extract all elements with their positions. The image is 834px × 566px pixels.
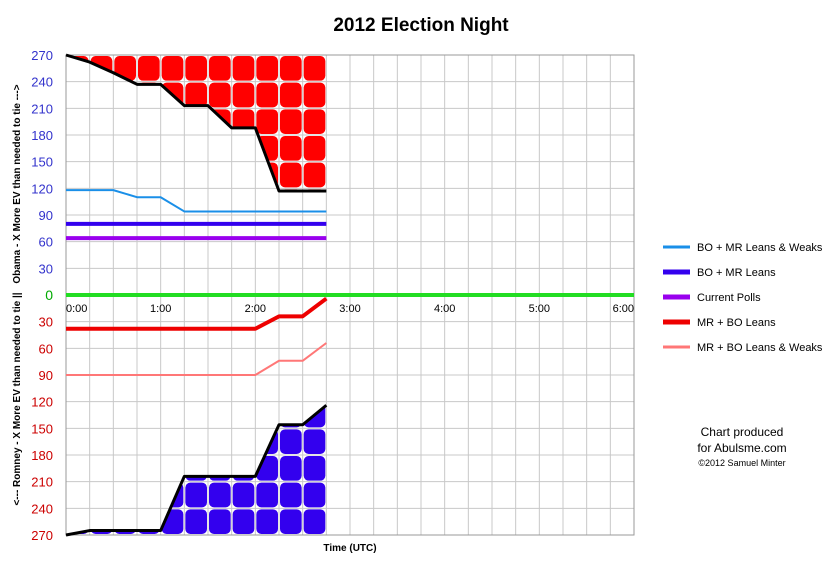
legend-label: MR + BO Leans: [697, 317, 776, 329]
plot-lines: [65, 53, 634, 537]
y-tick-label: 180: [31, 448, 53, 463]
obama-area-fill: [67, 56, 326, 191]
romney-envelope-line: [65, 404, 328, 537]
y-axis-labels: <--- Romney - X More EV than needed to t…: [12, 84, 23, 505]
y-tick-label: 210: [31, 475, 53, 490]
y-tick-label: 90: [39, 368, 53, 383]
x-tick-label: 0:00: [66, 303, 87, 315]
credit-line-3: ©2012 Samuel Minter: [698, 458, 785, 468]
credit-line-1: Chart produced: [701, 425, 784, 439]
y-tick-label: 120: [31, 181, 53, 196]
y-tick-label: 30: [39, 315, 53, 330]
obama-envelope-line: [65, 53, 327, 193]
y-tick-label: 60: [39, 235, 53, 250]
y-axis-label-bottom: <--- Romney - X More EV than needed to t…: [12, 292, 23, 505]
romney-area-fill: [67, 405, 326, 534]
x-tick-label: 4:00: [434, 303, 455, 315]
legend-label: BO + MR Leans: [697, 267, 776, 279]
y-tick-label: 210: [31, 101, 53, 116]
x-tick-label: 6:00: [613, 303, 634, 315]
y-tick-label: 90: [39, 208, 53, 223]
y-axis-label-top: Obama - X More EV than needed to tie ---…: [12, 84, 23, 283]
y-tick-label: 270: [31, 528, 53, 543]
legend: BO + MR Leans & Weaks BO + MR Leans Curren…: [663, 242, 823, 354]
x-tick-label: 2:00: [245, 303, 266, 315]
credit-block: Chart produced for Abulsme.com ©2012 Sam…: [697, 425, 786, 468]
y-tick-label: 240: [31, 501, 53, 516]
series-line-mr-bo-leans-weaks: [66, 342, 327, 376]
axis-tick-labels: 270 240 210 180 150 120 90 60 30 0 30 60 90 120 150 180…: [31, 48, 634, 543]
y-tick-label: 60: [39, 341, 53, 356]
x-tick-label: 5:00: [529, 303, 550, 315]
credit-line-2: for Abulsme.com: [697, 441, 786, 455]
x-axis-label: Time (UTC): [323, 543, 376, 554]
y-tick-label: 120: [31, 395, 53, 410]
chart-title: 2012 Election Night: [333, 15, 509, 36]
y-tick-label: 150: [31, 421, 53, 436]
y-tick-label-zero: 0: [45, 287, 53, 303]
series-line-bo-mr-leans-weaks: [66, 189, 327, 213]
y-tick-label: 180: [31, 128, 53, 143]
y-tick-label: 270: [31, 48, 53, 63]
series-line-mr-bo-leans: [66, 296, 328, 331]
y-tick-label: 150: [31, 155, 53, 170]
x-tick-label: 1:00: [150, 303, 171, 315]
plot-grid: [65, 54, 635, 536]
legend-label: MR + BO Leans & Weaks: [697, 342, 823, 354]
legend-label: BO + MR Leans & Weaks: [697, 242, 823, 254]
x-tick-label: 3:00: [339, 303, 360, 315]
legend-label: Current Polls: [697, 292, 761, 304]
y-tick-label: 240: [31, 75, 53, 90]
y-tick-label: 30: [39, 261, 53, 276]
svg-text:<--- Romney - X More EV than n: <--- Romney - X More EV than needed to t…: [12, 84, 23, 505]
